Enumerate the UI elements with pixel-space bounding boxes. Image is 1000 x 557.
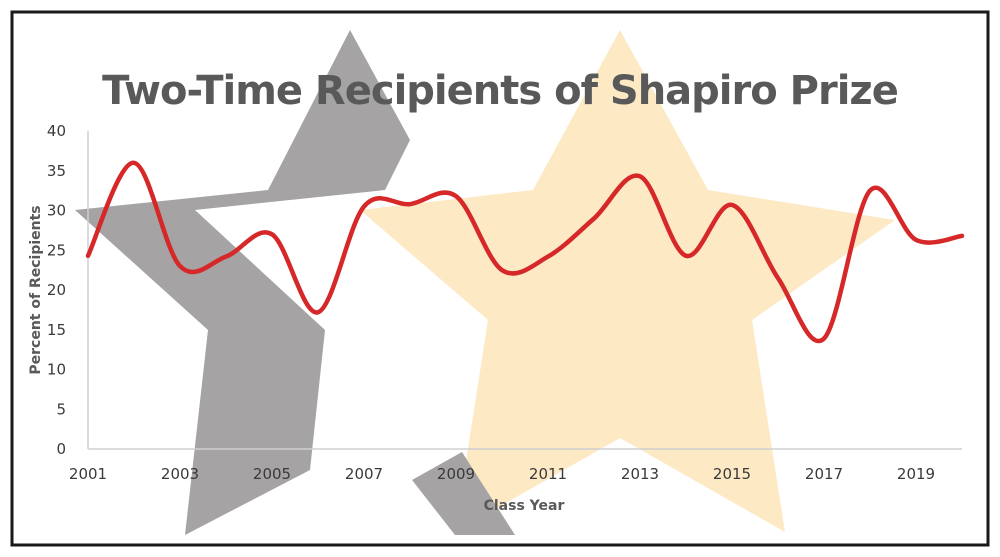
y-tick-label: 20 [47, 281, 66, 299]
x-tick-label: 2003 [161, 465, 199, 483]
y-tick-label: 10 [47, 361, 66, 379]
gray-star-icon [75, 30, 410, 535]
y-tick-label: 5 [56, 400, 66, 418]
y-tick-label: 40 [47, 122, 66, 140]
series-line [85, 160, 965, 344]
chart-title: Two-Time Recipients of Shapiro Prize [102, 68, 898, 114]
x-tick-label: 2001 [69, 465, 107, 483]
y-tick-label: 30 [47, 202, 66, 220]
y-tick-label: 25 [47, 241, 66, 259]
x-tick-label: 2011 [529, 465, 567, 483]
cream-star-icon [360, 30, 895, 532]
y-tick-labels: 0 5 10 15 20 25 30 35 40 [47, 122, 66, 458]
y-axis-title: Percent of Recipients [28, 205, 44, 374]
x-tick-label: 2019 [897, 465, 935, 483]
x-tick-label: 2009 [437, 465, 475, 483]
x-tick-label: 2017 [805, 465, 843, 483]
x-tick-label: 2013 [621, 465, 659, 483]
x-axis-title: Class Year [484, 498, 565, 514]
x-tick-label: 2007 [345, 465, 383, 483]
x-tick-label: 2015 [713, 465, 751, 483]
y-tick-label: 15 [47, 321, 66, 339]
x-tick-labels: 2001 2003 2005 2007 2009 2011 2013 2015 2017 2019 [69, 465, 935, 483]
y-tick-label: 35 [47, 162, 66, 180]
y-tick-label: 0 [56, 440, 66, 458]
gray-star-fragment-icon [412, 452, 515, 535]
x-tick-label: 2005 [253, 465, 291, 483]
